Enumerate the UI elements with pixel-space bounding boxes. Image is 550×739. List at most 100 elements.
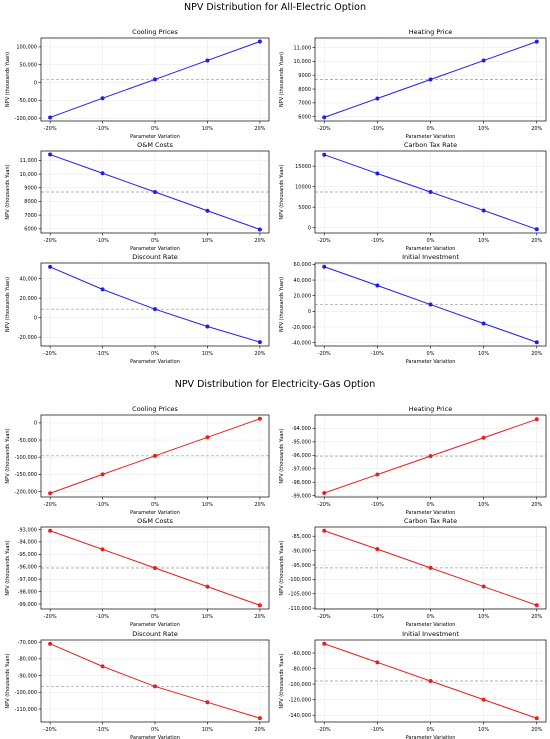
x-tick-label: 10% bbox=[478, 126, 489, 132]
y-axis-label: NPV (thousands Yuan) bbox=[5, 540, 11, 595]
chart-panel-10: -20% -10% 0% 10% 20% -110,000 -105,000 -100,000… bbox=[279, 517, 547, 628]
data-point bbox=[375, 547, 380, 552]
y-tick-label: 8000 bbox=[24, 199, 37, 205]
data-point bbox=[48, 264, 53, 269]
x-tick-label: -10% bbox=[371, 727, 384, 733]
y-tick-label: -96,000 bbox=[292, 453, 311, 459]
x-axis-label: Parameter Variation bbox=[406, 510, 456, 516]
y-tick-label: -100,000 bbox=[15, 455, 37, 461]
chart-panel-7: -20% -10% 0% 10% 20% -200,000 -150,000 -100,000… bbox=[5, 405, 270, 516]
chart-panel-9: -20% -10% 0% 10% 20% -99,000 -98,000 -97,000 -96… bbox=[5, 517, 270, 628]
x-tick-label: 10% bbox=[202, 126, 213, 132]
chart-panel-2: -20% -10% 0% 10% 20% 6000 7000 8000 9000 10,000 11… bbox=[279, 28, 547, 140]
x-tick-label: 20% bbox=[531, 502, 542, 508]
x-tick-label: -20% bbox=[44, 126, 57, 132]
y-tick-label: 40,000 bbox=[20, 276, 38, 282]
data-point bbox=[322, 490, 327, 495]
y-axis-label: NPV (thousands Yuan) bbox=[279, 164, 285, 219]
data-point bbox=[153, 566, 157, 570]
y-tick-label: -110,000 bbox=[15, 707, 37, 713]
y-tick-label: -95,000 bbox=[292, 563, 311, 569]
y-tick-label: 0 bbox=[308, 225, 311, 231]
y-axis-label: NPV (thousands Yuan) bbox=[279, 653, 285, 708]
x-tick-label: -20% bbox=[318, 502, 331, 508]
y-tick-label: -96,000 bbox=[18, 565, 37, 571]
x-tick-label: -20% bbox=[318, 238, 331, 244]
x-tick-label: 10% bbox=[202, 351, 213, 357]
y-tick-label: -120,000 bbox=[289, 697, 311, 703]
x-tick-label: 10% bbox=[478, 351, 489, 357]
x-tick-label: 10% bbox=[202, 502, 213, 508]
data-point bbox=[481, 58, 486, 63]
y-tick-label: 20,000 bbox=[20, 296, 38, 302]
x-tick-label: 0% bbox=[427, 126, 435, 132]
data-point bbox=[100, 664, 105, 669]
chart-title: Initial Investment bbox=[402, 630, 459, 638]
y-tick-label: 9000 bbox=[24, 186, 37, 192]
x-tick-label: 0% bbox=[151, 351, 159, 357]
x-tick-label: 10% bbox=[478, 238, 489, 244]
data-point bbox=[375, 660, 380, 665]
y-tick-label: -70,000 bbox=[18, 640, 37, 646]
y-tick-label: -60,000 bbox=[292, 651, 311, 657]
data-point bbox=[48, 115, 53, 120]
chart-title: Carbon Tax Rate bbox=[404, 517, 457, 525]
y-tick-label: 7000 bbox=[298, 101, 311, 107]
x-tick-label: 10% bbox=[202, 727, 213, 733]
y-tick-label: 15000 bbox=[295, 164, 311, 170]
data-point bbox=[534, 716, 539, 721]
chart-panel-6: -20% -10% 0% 10% 20% -40,000 -20,000 0 20,000 40,… bbox=[279, 253, 547, 365]
x-tick-label: 10% bbox=[202, 614, 213, 620]
y-tick-label: -90,000 bbox=[292, 548, 311, 554]
x-tick-label: 0% bbox=[151, 727, 159, 733]
y-tick-label: 50,000 bbox=[20, 63, 38, 69]
y-tick-label: -99,000 bbox=[292, 493, 311, 499]
y-axis-label: NPV (thousands Yuan) bbox=[5, 653, 11, 708]
y-tick-label: -140,000 bbox=[289, 713, 311, 719]
data-point bbox=[428, 454, 433, 459]
chart-panel-5: -20% -10% 0% 10% 20% -20,000 0 20,000 40,000 Disc… bbox=[5, 253, 270, 365]
x-axis-label: Parameter Variation bbox=[406, 359, 456, 365]
x-tick-label: 0% bbox=[427, 727, 435, 733]
y-tick-label: -85,000 bbox=[292, 534, 311, 540]
y-axis-label: NPV (thousands Yuan) bbox=[279, 52, 285, 107]
data-point bbox=[100, 547, 105, 552]
x-tick-label: -20% bbox=[44, 502, 57, 508]
y-tick-label: 60,000 bbox=[294, 262, 312, 268]
chart-panel-4: -20% -10% 0% 10% 20% 0 5000 10000 15000 Carbon Ta… bbox=[279, 141, 547, 252]
data-point bbox=[375, 472, 380, 477]
x-tick-label: -10% bbox=[371, 126, 384, 132]
y-tick-label: 0 bbox=[308, 309, 311, 315]
y-tick-label: 8000 bbox=[298, 87, 311, 93]
x-tick-label: 0% bbox=[427, 502, 435, 508]
x-tick-label: 0% bbox=[151, 614, 159, 620]
x-tick-label: 20% bbox=[254, 502, 265, 508]
x-tick-label: 0% bbox=[427, 238, 435, 244]
x-tick-label: -20% bbox=[44, 614, 57, 620]
y-tick-label: -80,000 bbox=[292, 666, 311, 672]
data-point bbox=[153, 307, 157, 312]
data-point bbox=[48, 491, 53, 496]
data-point bbox=[534, 417, 539, 422]
y-tick-label: 9000 bbox=[298, 73, 311, 79]
x-tick-label: 20% bbox=[531, 238, 542, 244]
x-tick-label: 20% bbox=[254, 727, 265, 733]
data-point bbox=[481, 435, 486, 440]
x-tick-label: 0% bbox=[151, 126, 159, 132]
x-tick-label: -20% bbox=[318, 351, 331, 357]
chart-title: O&M Costs bbox=[137, 141, 173, 149]
y-tick-label: 7000 bbox=[24, 213, 37, 219]
y-tick-label: -94,000 bbox=[292, 426, 311, 432]
x-tick-label: 10% bbox=[202, 238, 213, 244]
data-point bbox=[205, 435, 210, 440]
y-tick-label: -100,000 bbox=[15, 690, 37, 696]
y-tick-label: 5000 bbox=[298, 205, 311, 211]
chart-title: Cooling Prices bbox=[132, 28, 178, 36]
y-tick-label: 10000 bbox=[295, 184, 311, 190]
y-tick-label: -95,000 bbox=[18, 552, 37, 558]
x-tick-label: 20% bbox=[531, 351, 542, 357]
y-axis-label: NPV (thousands Yuan) bbox=[279, 428, 285, 483]
chart-title: Discount Rate bbox=[132, 253, 178, 261]
y-tick-label: 11,000 bbox=[294, 45, 312, 51]
x-tick-label: -10% bbox=[96, 351, 109, 357]
